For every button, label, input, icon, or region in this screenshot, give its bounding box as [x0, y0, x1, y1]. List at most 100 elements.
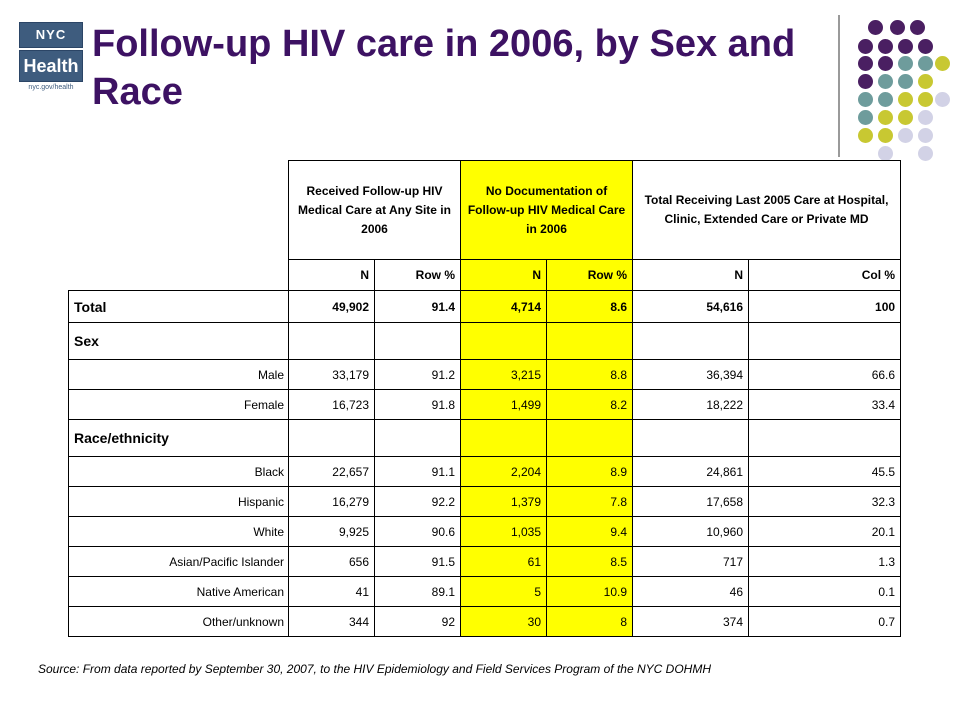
table-cell	[373, 322, 462, 360]
table-cell	[373, 419, 462, 457]
sub-header-row: N Row % N Row % N Col %	[69, 259, 902, 291]
table-cell	[632, 322, 750, 360]
table-cell: 91.2	[373, 359, 462, 390]
table-cell	[546, 419, 634, 457]
decorative-dot	[910, 20, 925, 35]
nyc-health-logo: NYC Health nyc.gov/health	[19, 22, 83, 94]
table-cell: 5	[460, 576, 548, 607]
table-cell: 344	[288, 606, 375, 637]
row-label: Other/unknown	[68, 606, 289, 637]
decorative-dot	[878, 128, 893, 143]
table-cell: 3,215	[460, 359, 548, 390]
table-cell: 17,658	[632, 486, 750, 517]
decorative-dot	[878, 56, 893, 71]
table-cell: 61	[460, 546, 548, 577]
table-cell: 49,902	[288, 290, 375, 323]
decorative-dot	[898, 56, 913, 71]
table-row: Female 16,723 91.8 1,499 8.2 18,222 33.4	[68, 389, 902, 420]
decorative-dot	[918, 74, 933, 89]
table-cell: 1,379	[460, 486, 548, 517]
table-cell: 1.3	[748, 546, 902, 577]
table-cell: 8.6	[546, 290, 634, 323]
decorative-dot	[858, 74, 873, 89]
logo-url: nyc.gov/health	[28, 84, 74, 91]
table-cell: 24,861	[632, 456, 750, 487]
decorative-dot	[898, 74, 913, 89]
table-cell: 54,616	[632, 290, 750, 323]
row-label: Native American	[68, 576, 289, 607]
table-cell	[460, 419, 548, 457]
table-cell: 89.1	[373, 576, 462, 607]
row-label: Black	[68, 456, 289, 487]
decorative-dot	[898, 39, 913, 54]
subheader-row-pct: Row %	[546, 259, 634, 291]
decorative-dot	[918, 128, 933, 143]
row-label: Total	[68, 290, 289, 323]
subheader-n: N	[632, 259, 750, 291]
hiv-care-table: Received Follow-up HIV Medical Care at A…	[68, 160, 902, 637]
decorative-dot	[858, 92, 873, 107]
table-cell: 10,960	[632, 516, 750, 547]
table-cell: 45.5	[748, 456, 902, 487]
table-cell: 0.1	[748, 576, 902, 607]
row-label: Female	[68, 389, 289, 420]
table-row: Other/unknown 344 92 30 8 374 0.7	[68, 606, 902, 637]
row-label: Race/ethnicity	[68, 419, 289, 457]
table-cell: 18,222	[632, 389, 750, 420]
header-total-receiving: Total Receiving Last 2005 Care at Hospit…	[632, 160, 902, 260]
table-cell: 16,723	[288, 389, 375, 420]
row-label: Male	[68, 359, 289, 390]
table-cell: 36,394	[632, 359, 750, 390]
table-row: Native American 41 89.1 5 10.9 46 0.1	[68, 576, 902, 607]
row-label: White	[68, 516, 289, 547]
decorative-dot	[918, 39, 933, 54]
table-cell: 20.1	[748, 516, 902, 547]
decorative-dot	[898, 128, 913, 143]
table-row: Male 33,179 91.2 3,215 8.8 36,394 66.6	[68, 359, 902, 390]
decorative-dot	[858, 128, 873, 143]
decorative-dot	[918, 56, 933, 71]
table-cell: 8.2	[546, 389, 634, 420]
table-cell: 374	[632, 606, 750, 637]
table-cell	[632, 419, 750, 457]
row-label: Sex	[68, 322, 289, 360]
decorative-dot	[935, 92, 950, 107]
table-cell: 0.7	[748, 606, 902, 637]
decorative-dot	[918, 92, 933, 107]
table-cell: 91.8	[373, 389, 462, 420]
table-row: Black 22,657 91.1 2,204 8.9 24,861 45.5	[68, 456, 902, 487]
subheader-n: N	[288, 259, 375, 291]
decorative-dot	[858, 39, 873, 54]
row-label: Asian/Pacific Islander	[68, 546, 289, 577]
table-cell: 33,179	[288, 359, 375, 390]
table-cell: 7.8	[546, 486, 634, 517]
decorative-dot	[878, 39, 893, 54]
decorative-dot	[878, 92, 893, 107]
decorative-dot	[918, 146, 933, 161]
table-row: Hispanic 16,279 92.2 1,379 7.8 17,658 32.3	[68, 486, 902, 517]
table-cell: 90.6	[373, 516, 462, 547]
row-label: Hispanic	[68, 486, 289, 517]
table-cell: 717	[632, 546, 750, 577]
table-cell: 1,035	[460, 516, 548, 547]
table-cell: 33.4	[748, 389, 902, 420]
table-cell: 91.5	[373, 546, 462, 577]
table-cell: 66.6	[748, 359, 902, 390]
table-cell: 9.4	[546, 516, 634, 547]
table-cell: 91.4	[373, 290, 462, 323]
table-row: Asian/Pacific Islander 656 91.5 61 8.5 717 1.3	[68, 546, 902, 577]
group-header-row: Received Follow-up HIV Medical Care at A…	[68, 160, 902, 291]
table-cell: 91.1	[373, 456, 462, 487]
slide-title: Follow-up HIV care in 2006, by Sex and R…	[92, 23, 796, 113]
table-cell	[460, 322, 548, 360]
table-cell	[748, 322, 902, 360]
table-cell: 92.2	[373, 486, 462, 517]
logo-line1: NYC	[19, 22, 83, 48]
decorative-dot	[878, 74, 893, 89]
table-cell: 100	[748, 290, 902, 323]
decorative-dot	[858, 56, 873, 71]
table-cell: 8	[546, 606, 634, 637]
table-cell: 9,925	[288, 516, 375, 547]
table-cell: 10.9	[546, 576, 634, 607]
subheader-n: N	[460, 259, 548, 291]
